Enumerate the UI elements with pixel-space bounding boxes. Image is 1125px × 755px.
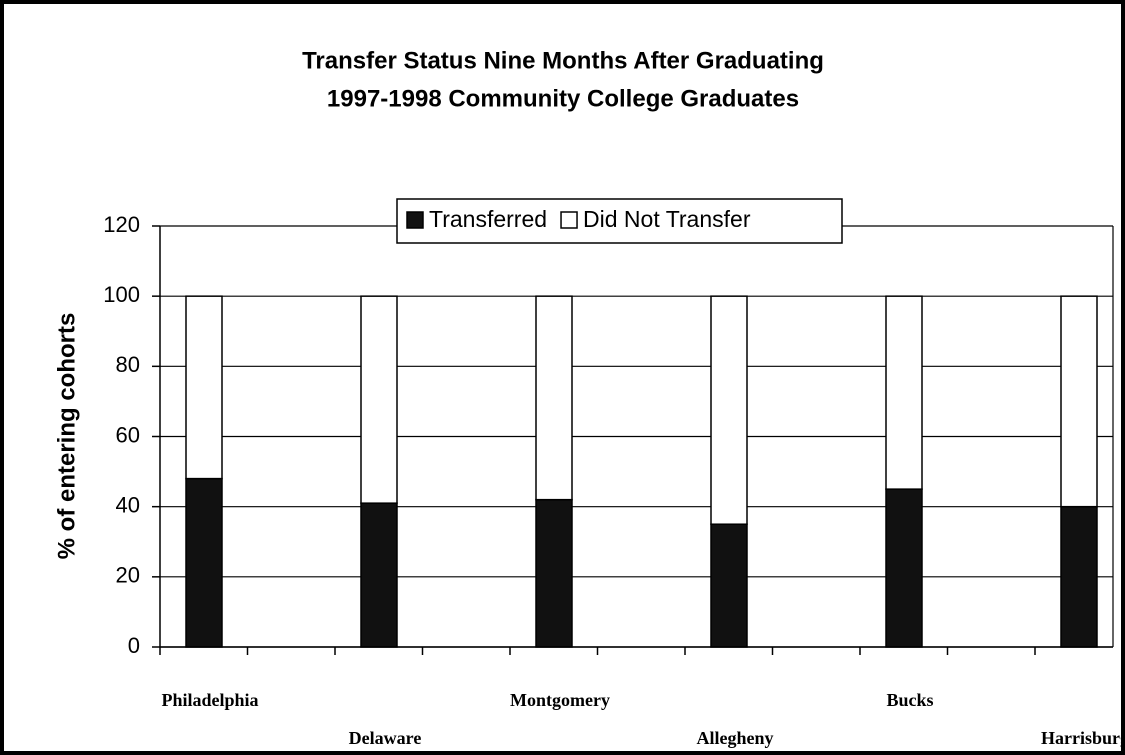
bar-segment	[710, 523, 748, 648]
bar-segment	[185, 295, 223, 480]
bar-segment	[360, 502, 398, 648]
y-tick-label: 0	[128, 633, 140, 658]
legend-swatch	[406, 211, 424, 229]
bar-segment	[360, 295, 398, 504]
legend-box	[396, 198, 843, 244]
bar-segment	[885, 295, 923, 490]
legend-label: Did Not Transfer	[583, 206, 751, 232]
x-tick-label: Harrisburg	[1041, 728, 1125, 748]
y-tick-label: 80	[116, 352, 140, 377]
y-tick-label: 120	[103, 212, 140, 237]
bar-segment	[1060, 505, 1098, 648]
bar-segment	[1060, 295, 1098, 508]
chart-subtitle: 1997-1998 Community College Graduates	[327, 85, 799, 112]
x-tick-label: Allegheny	[696, 728, 773, 748]
y-tick-label: 60	[116, 422, 140, 447]
chart-title: Transfer Status Nine Months After Gradua…	[302, 47, 824, 74]
bar-segment	[710, 295, 748, 525]
x-tick-label: Delaware	[349, 728, 422, 748]
bar-segment	[885, 488, 923, 648]
x-tick-label: Montgomery	[510, 690, 610, 710]
x-tick-label: Philadelphia	[161, 690, 258, 710]
y-tick-label: 20	[116, 563, 140, 588]
legend-swatch	[560, 211, 578, 229]
bar-segment	[185, 477, 223, 648]
legend-label: Transferred	[429, 206, 547, 232]
legend: Transferred Did Not Transfer	[396, 198, 843, 244]
y-tick-label: 100	[103, 282, 140, 307]
bar-segment	[535, 295, 573, 501]
y-tick-label: 40	[116, 492, 140, 517]
y-axis-label: % of entering cohorts	[53, 313, 80, 560]
bar-segment	[535, 498, 573, 648]
x-tick-label: Bucks	[886, 690, 933, 710]
